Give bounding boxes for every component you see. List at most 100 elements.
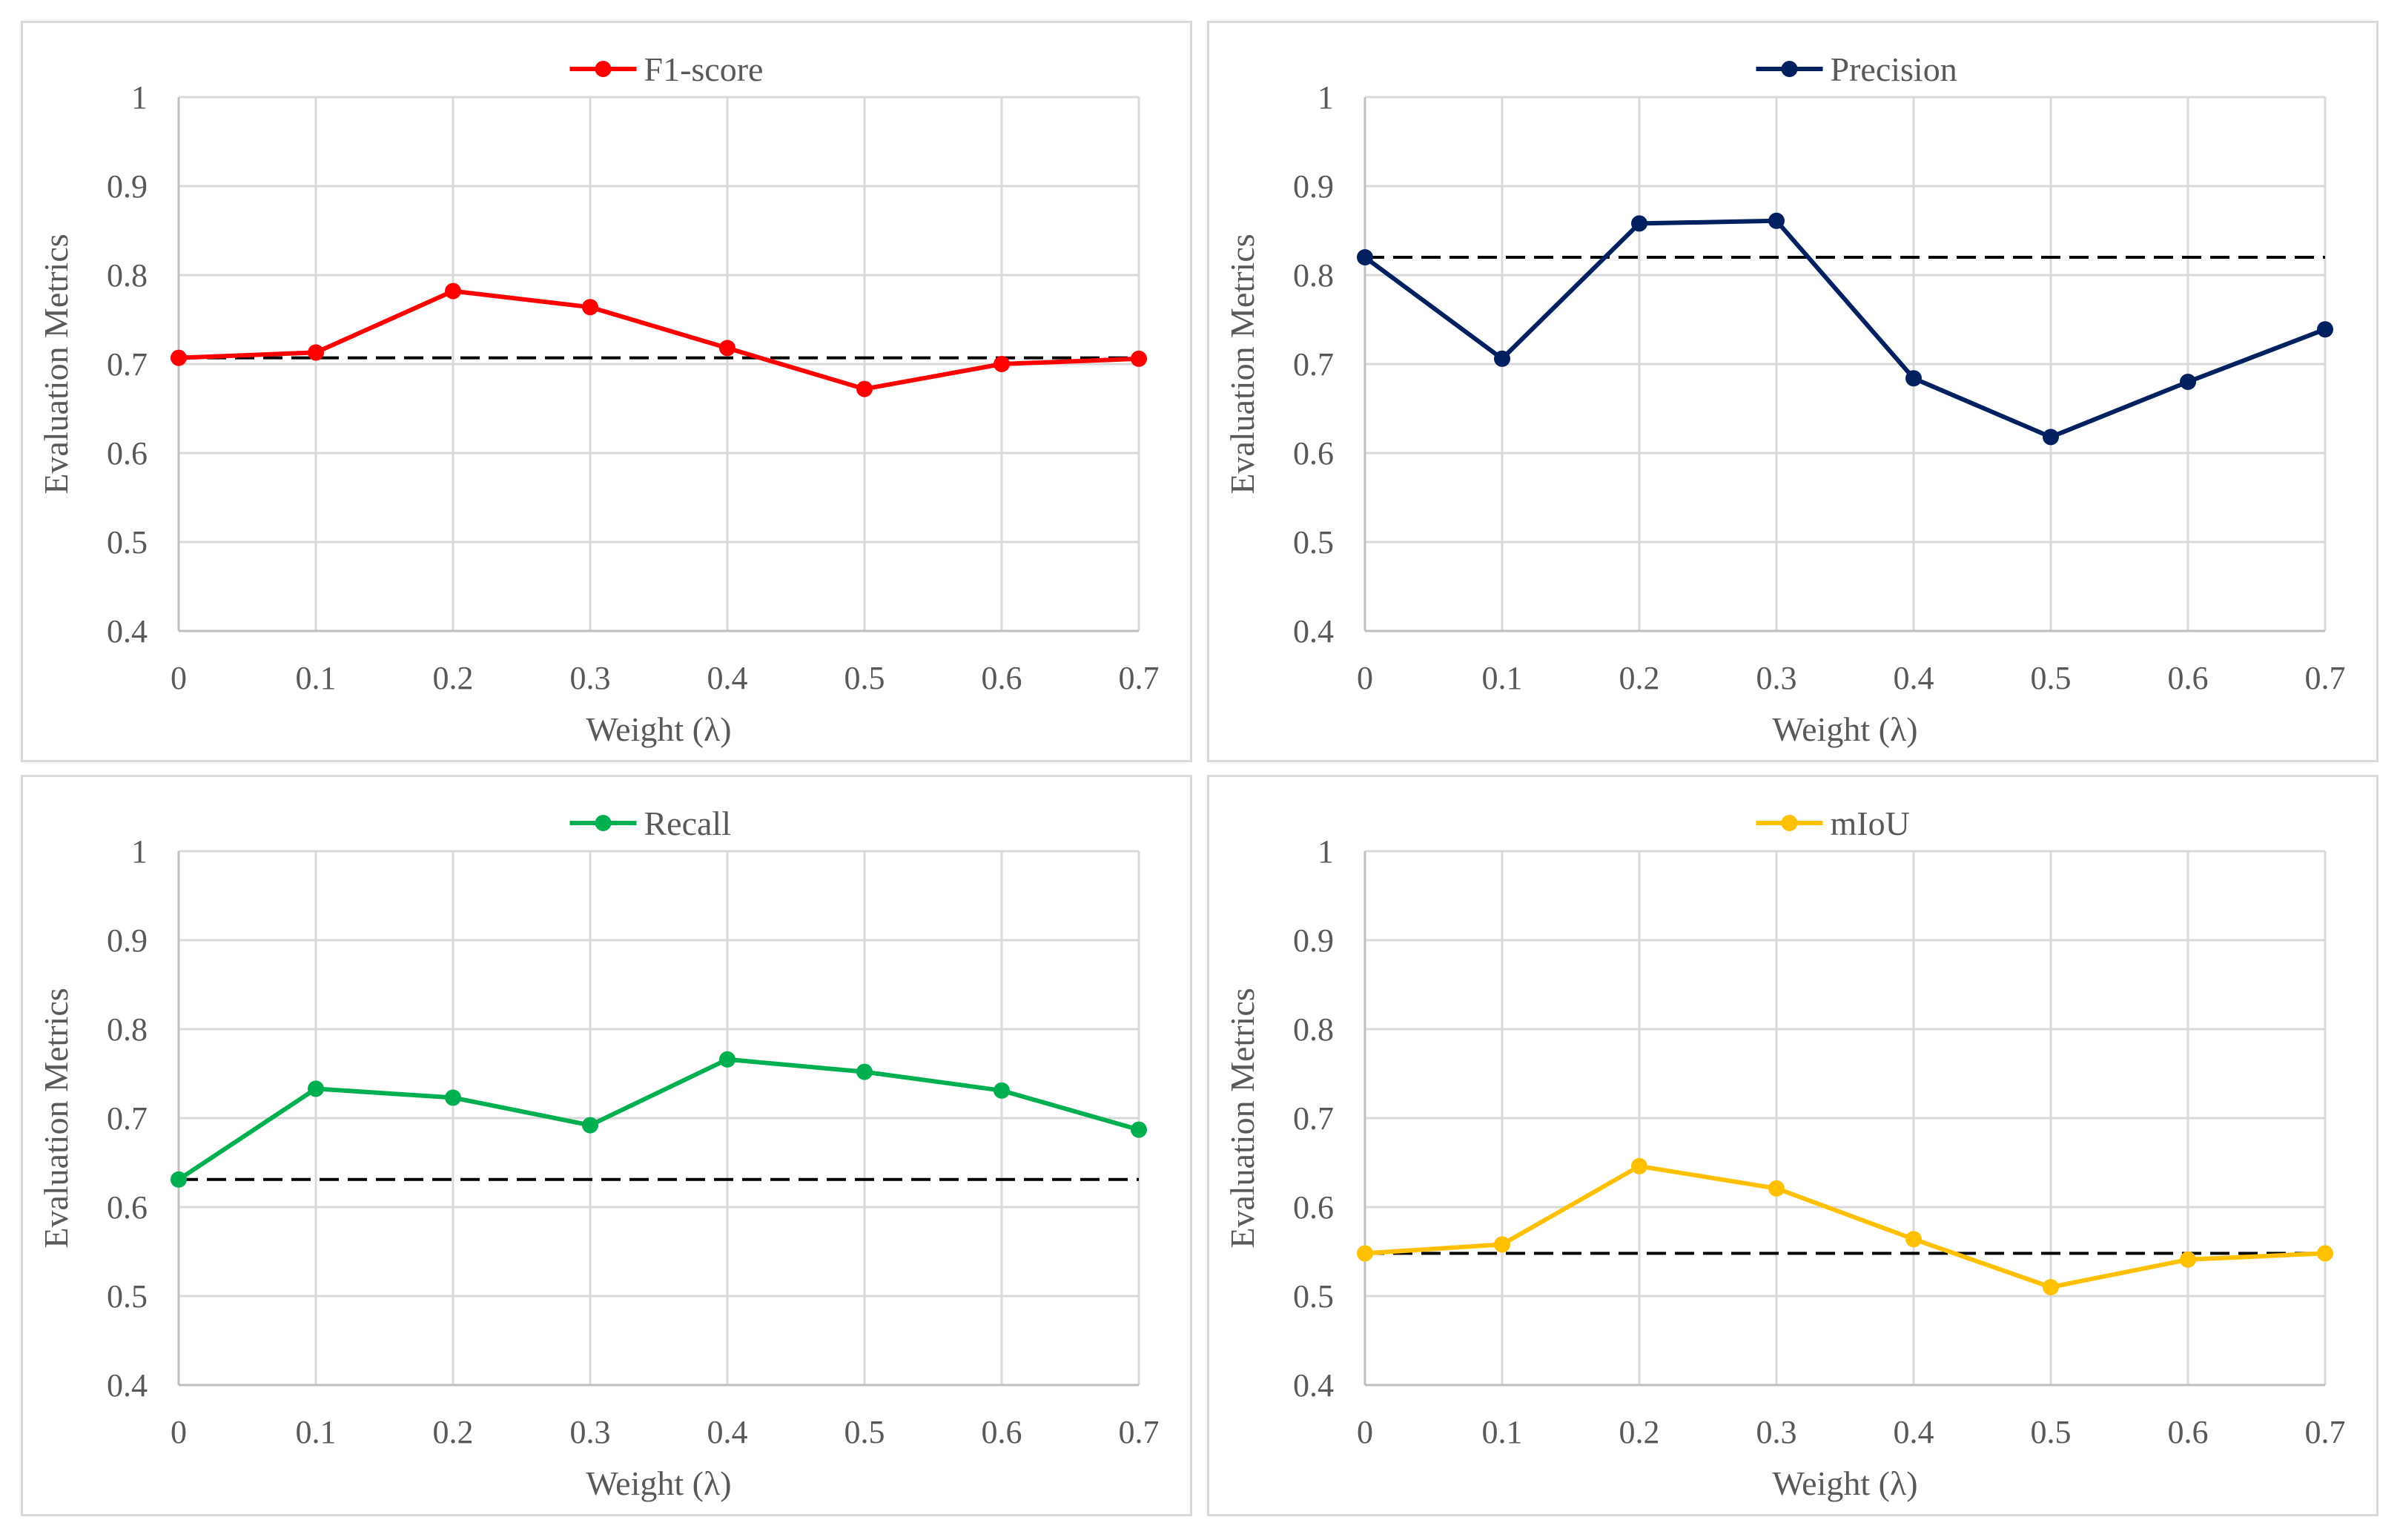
y-tick-label: 1	[131, 833, 148, 870]
miou-data-point	[2180, 1251, 2196, 1268]
recall-data-point	[1131, 1121, 1147, 1138]
y-tick-label: 1	[131, 79, 148, 116]
f1-score-data-point	[308, 344, 324, 361]
x-axis-title: Weight (λ)	[586, 710, 731, 748]
y-tick-label: 0.7	[107, 1100, 148, 1137]
recall-data-point	[582, 1117, 598, 1134]
recall-chart: 0.4 0.5 0.6 0.7 0.8 0.9 1 0 0.1 0.2 0.3 0.4 0.5 0.6 0.…	[37, 804, 1160, 1502]
x-tick-label: 0.5	[844, 1414, 885, 1450]
f1-score-legend-marker	[595, 61, 612, 77]
x-tick-label: 0.3	[1756, 660, 1797, 696]
x-tick-label: 0.7	[1119, 1414, 1160, 1450]
x-tick-label: 0.1	[296, 1414, 337, 1450]
y-tick-label: 0.6	[107, 1189, 148, 1226]
x-axis-title: Weight (λ)	[1772, 710, 1917, 748]
y-tick-label: 0.5	[1293, 524, 1334, 561]
f1-score-data-point	[994, 356, 1010, 372]
x-tick-label: 0.7	[2305, 1414, 2346, 1450]
x-tick-label: 0.2	[433, 1414, 474, 1450]
recall-data-point	[171, 1171, 187, 1188]
x-tick-label: 0.1	[1482, 1414, 1523, 1450]
f1-score-data-point	[445, 282, 461, 300]
miou-legend-marker	[1781, 815, 1798, 831]
y-tick-label: 0.9	[1293, 168, 1334, 205]
x-tick-label: 0	[1357, 1414, 1373, 1450]
x-tick-label: 0.5	[2031, 1414, 2072, 1450]
miou-data-point	[1905, 1231, 1922, 1248]
y-tick-label: 0.5	[107, 524, 148, 561]
recall-data-point	[719, 1051, 735, 1068]
x-tick-label: 0.5	[2031, 660, 2072, 696]
precision-legend-marker	[1781, 61, 1798, 77]
miou-data-point	[1494, 1236, 1510, 1253]
x-tick-label: 0.2	[1619, 1414, 1660, 1450]
f1-score-chart-panel: 0.4 0.5 0.6 0.7 0.8 0.9 1 0 0.1 0.2 0.3 0.4 0.5 0.6 0.…	[21, 21, 1192, 762]
y-tick-label: 0.8	[1293, 1011, 1334, 1048]
precision-chart: 0.4 0.5 0.6 0.7 0.8 0.9 1 0 0.1 0.2 0.3 0.4 0.5 0.6 0.…	[1223, 50, 2346, 748]
y-tick-label: 0.8	[107, 1011, 148, 1048]
y-tick-label: 0.6	[1293, 1189, 1334, 1226]
x-tick-label: 0.2	[1619, 660, 1660, 696]
recall-series-line	[177, 1057, 1140, 1182]
miou-chart: 0.4 0.5 0.6 0.7 0.8 0.9 1 0 0.1 0.2 0.3 0.4 0.5 0.6 0.…	[1223, 804, 2346, 1502]
x-tick-label: 0.3	[570, 660, 611, 696]
precision-data-point	[1357, 249, 1373, 265]
y-axis-title: Evaluation Metrics	[37, 234, 75, 494]
miou-chart-panel: 0.4 0.5 0.6 0.7 0.8 0.9 1 0 0.1 0.2 0.3 0.4 0.5 0.6 0.…	[1207, 775, 2378, 1516]
precision-data-point	[2043, 429, 2059, 446]
y-tick-label: 0.5	[1293, 1278, 1334, 1315]
y-tick-label: 0.7	[1293, 1100, 1334, 1137]
f1-score-data-point	[856, 380, 873, 397]
recall-legend-label: Recall	[644, 804, 732, 842]
x-axis-title: Weight (λ)	[586, 1464, 731, 1502]
x-tick-label: 0.4	[707, 1414, 748, 1450]
y-tick-label: 0.9	[1293, 922, 1334, 959]
x-tick-label: 0.3	[1756, 1414, 1797, 1450]
y-axis-title: Evaluation Metrics	[37, 988, 75, 1248]
y-tick-label: 0.9	[107, 168, 148, 205]
recall-data-point	[308, 1080, 324, 1097]
x-tick-label: 0.6	[982, 1414, 1022, 1450]
precision-data-point	[2180, 374, 2196, 390]
x-tick-label: 0.6	[2168, 1414, 2209, 1450]
x-tick-label: 0.1	[1482, 660, 1523, 696]
precision-data-point	[1494, 350, 1510, 367]
precision-legend-label: Precision	[1831, 50, 1957, 88]
y-axis-title: Evaluation Metrics	[1223, 234, 1261, 494]
y-tick-label: 0.8	[1293, 257, 1334, 294]
x-tick-label: 0.7	[1119, 660, 1160, 696]
x-tick-label: 0	[1357, 660, 1373, 696]
f1-score-data-point	[1131, 350, 1147, 367]
precision-data-point	[1631, 215, 1647, 232]
x-tick-label: 0.3	[570, 1414, 611, 1450]
recall-chart-panel: 0.4 0.5 0.6 0.7 0.8 0.9 1 0 0.1 0.2 0.3 0.4 0.5 0.6 0.…	[21, 775, 1192, 1516]
y-tick-label: 0.4	[107, 1367, 148, 1404]
y-tick-label: 0.4	[1293, 1367, 1334, 1404]
f1-score-data-point	[719, 340, 735, 357]
y-tick-label: 0.6	[107, 435, 148, 472]
f1-score-chart: 0.4 0.5 0.6 0.7 0.8 0.9 1 0 0.1 0.2 0.3 0.4 0.5 0.6 0.…	[37, 50, 1160, 748]
y-tick-label: 0.9	[107, 922, 148, 959]
x-tick-label: 0.2	[433, 660, 474, 696]
miou-data-point	[1357, 1245, 1373, 1262]
x-tick-label: 0.6	[2168, 660, 2209, 696]
recall-data-point	[856, 1063, 873, 1080]
y-tick-label: 1	[1318, 79, 1334, 116]
recall-data-point	[994, 1082, 1010, 1099]
x-tick-label: 0	[171, 1414, 187, 1450]
precision-data-point	[1768, 212, 1785, 229]
y-tick-label: 0.7	[107, 346, 148, 383]
miou-data-point	[1768, 1180, 1785, 1197]
x-tick-label: 0.6	[982, 660, 1022, 696]
y-tick-label: 0.4	[107, 613, 148, 650]
y-tick-label: 0.8	[107, 257, 148, 294]
f1-score-legend-label: F1-score	[644, 50, 764, 88]
f1-score-series-line	[178, 288, 1140, 391]
precision-series-line	[1363, 218, 2327, 440]
x-tick-label: 0.1	[296, 660, 337, 696]
x-axis-title: Weight (λ)	[1772, 1464, 1917, 1502]
y-tick-label: 0.5	[107, 1278, 148, 1315]
x-tick-label: 0.4	[1894, 660, 1934, 696]
f1-score-data-point	[582, 299, 598, 316]
miou-data-point	[2043, 1279, 2059, 1295]
